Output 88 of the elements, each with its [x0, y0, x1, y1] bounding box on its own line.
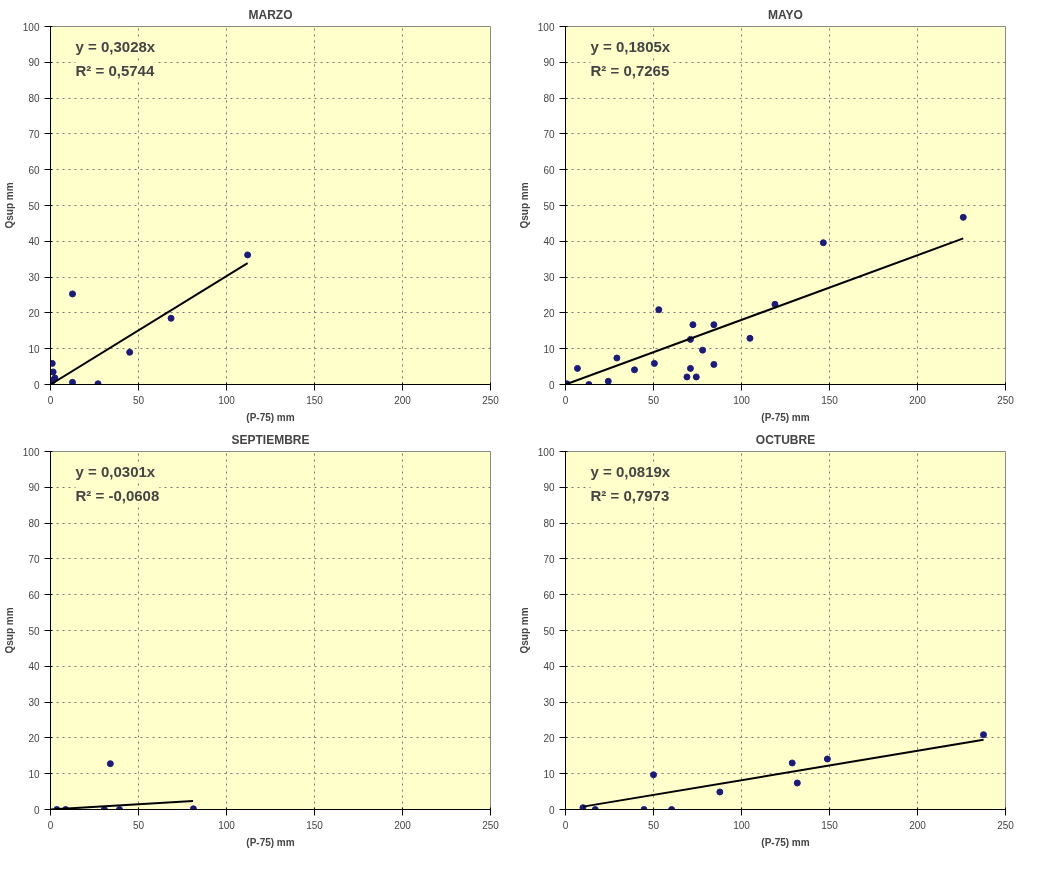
y-tick-label: 70 — [543, 128, 555, 140]
y-tick-label: 60 — [543, 164, 555, 176]
annotation: R² = 0,7265 — [590, 61, 670, 79]
y-tick-label: 70 — [28, 553, 40, 565]
x-tick-label: 250 — [997, 394, 1015, 406]
x-tick-label: 250 — [482, 819, 500, 831]
y-tick-label: 80 — [543, 93, 555, 105]
y-tick-label: 0 — [33, 804, 40, 816]
annotation: y = 0,0819x — [590, 462, 671, 480]
x-tick-label: 150 — [821, 394, 839, 406]
y-tick-label: 50 — [543, 625, 555, 637]
y-tick-label: 10 — [28, 768, 40, 780]
x-tick-label: 100 — [218, 819, 236, 831]
y-tick-label: 10 — [543, 768, 555, 780]
y-tick-label: 40 — [543, 661, 555, 673]
y-tick-label: 0 — [548, 804, 555, 816]
x-tick-label: 200 — [394, 394, 412, 406]
x-tick-label: 250 — [997, 819, 1015, 831]
y-tick-label: 100 — [22, 446, 40, 458]
y-tick-label: 100 — [537, 21, 555, 33]
y-tick-label: 90 — [28, 57, 40, 69]
x-tick-label: 50 — [132, 394, 145, 406]
x-tick-label: 200 — [394, 819, 412, 831]
y-tick-label: 70 — [28, 128, 40, 140]
y-tick-label: 20 — [28, 732, 40, 744]
y-tick-label: 30 — [28, 697, 40, 709]
x-axis-title: (P-75) mm — [761, 411, 810, 423]
y-axis-title: Qsup mm — [518, 607, 530, 654]
chart-title: MARZO — [248, 7, 293, 22]
y-tick-label: 80 — [543, 518, 555, 530]
y-tick-label: 20 — [28, 307, 40, 319]
x-axis-title: (P-75) mm — [246, 411, 295, 423]
y-tick-label: 20 — [543, 732, 555, 744]
y-tick-label: 90 — [28, 482, 40, 494]
x-tick-label: 50 — [132, 819, 145, 831]
y-tick-label: 90 — [543, 482, 555, 494]
y-tick-label: 50 — [28, 625, 40, 637]
annotation: y = 0,3028x — [75, 37, 156, 55]
y-tick-label: 70 — [543, 553, 555, 565]
x-tick-label: 200 — [909, 394, 927, 406]
y-tick-label: 30 — [543, 272, 555, 284]
y-tick-label: 0 — [548, 379, 555, 391]
x-tick-label: 0 — [562, 394, 569, 406]
y-tick-label: 40 — [543, 236, 555, 248]
y-tick-label: 100 — [537, 446, 555, 458]
x-tick-label: 0 — [47, 394, 54, 406]
x-axis-title: (P-75) mm — [761, 836, 810, 848]
x-tick-label: 150 — [306, 394, 324, 406]
chart-title: SEPTIEMBRE — [231, 432, 310, 447]
annotation: R² = 0,5744 — [75, 61, 155, 79]
x-tick-label: 150 — [306, 819, 324, 831]
y-tick-label: 60 — [543, 589, 555, 601]
annotation: R² = -0,0608 — [75, 486, 160, 504]
chart-title: MAYO — [768, 7, 803, 22]
x-tick-label: 100 — [733, 819, 751, 831]
y-tick-label: 80 — [28, 518, 40, 530]
x-axis-title: (P-75) mm — [246, 836, 295, 848]
x-tick-label: 50 — [647, 819, 660, 831]
y-tick-label: 30 — [543, 697, 555, 709]
x-tick-label: 100 — [733, 394, 751, 406]
annotation: y = 0,1805x — [590, 37, 671, 55]
y-axis-title: Qsup mm — [3, 607, 15, 654]
y-tick-label: 10 — [543, 343, 555, 355]
x-tick-label: 200 — [909, 819, 927, 831]
y-tick-label: 100 — [22, 21, 40, 33]
x-tick-label: 0 — [562, 819, 569, 831]
annotation: R² = 0,7973 — [590, 486, 670, 504]
y-tick-label: 50 — [28, 200, 40, 212]
y-tick-label: 40 — [28, 661, 40, 673]
chart-title: OCTUBRE — [755, 432, 816, 447]
y-tick-label: 10 — [28, 343, 40, 355]
x-tick-label: 150 — [821, 819, 839, 831]
y-tick-label: 40 — [28, 236, 40, 248]
y-tick-label: 20 — [543, 307, 555, 319]
x-tick-label: 50 — [647, 394, 660, 406]
y-tick-label: 60 — [28, 589, 40, 601]
y-axis-title: Qsup mm — [3, 182, 15, 229]
x-tick-label: 100 — [218, 394, 236, 406]
y-axis-title: Qsup mm — [518, 182, 530, 229]
y-tick-label: 50 — [543, 200, 555, 212]
y-tick-label: 30 — [28, 272, 40, 284]
y-tick-label: 80 — [28, 93, 40, 105]
y-tick-label: 90 — [543, 57, 555, 69]
annotation: y = 0,0301x — [75, 462, 156, 480]
x-tick-label: 0 — [47, 819, 54, 831]
y-tick-label: 0 — [33, 379, 40, 391]
y-tick-label: 60 — [28, 164, 40, 176]
x-tick-label: 250 — [482, 394, 500, 406]
